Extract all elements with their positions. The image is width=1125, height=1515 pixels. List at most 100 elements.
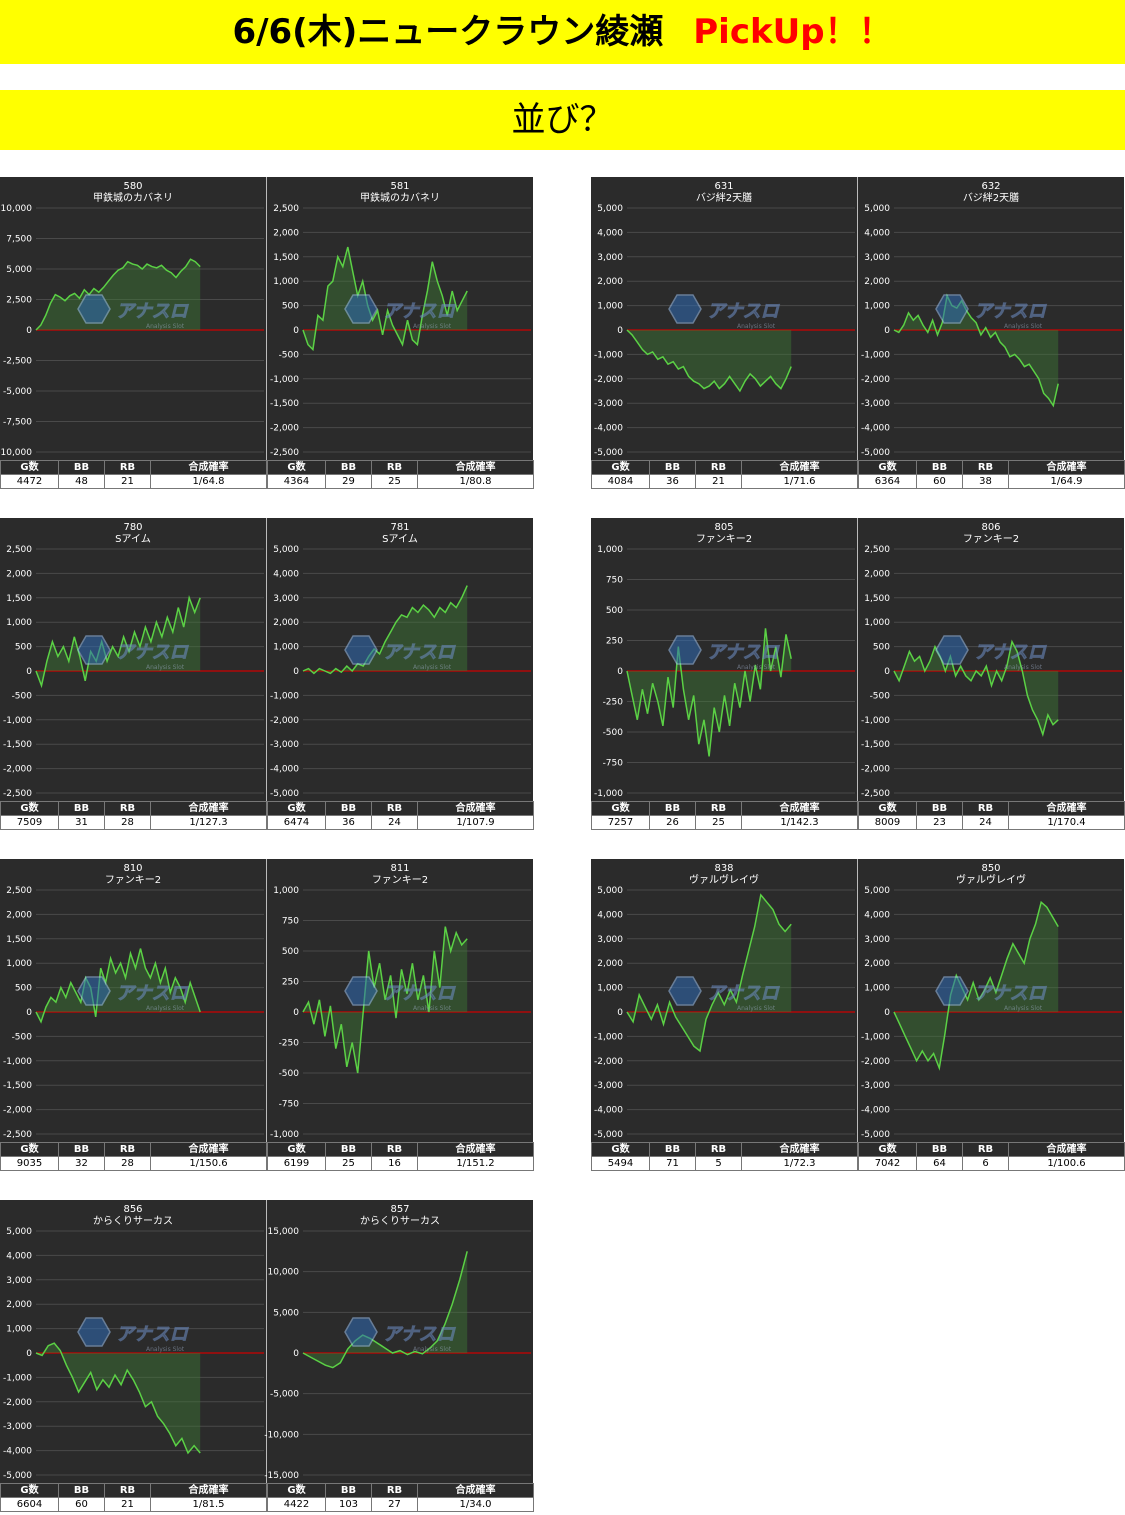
stat-value: 36 [325, 815, 372, 830]
y-tick-label: -2,500 [3, 357, 32, 367]
y-tick-label: 0 [26, 326, 32, 336]
y-tick-label: 500 [873, 643, 890, 653]
stat-value: 25 [371, 474, 418, 489]
stat-header: G数 [858, 1142, 917, 1157]
chart-machine-name: Sアイム [115, 533, 151, 545]
y-tick-label: -1,000 [3, 1373, 32, 1383]
y-tick-label: -5,000 [594, 448, 623, 458]
y-tick-label: -5,000 [270, 1390, 299, 1400]
y-tick-label: -500 [279, 1069, 300, 1079]
y-tick-label: 4,000 [864, 910, 890, 920]
series-line [626, 628, 792, 757]
y-tick-label: -2,000 [3, 1106, 32, 1116]
page-title: 6/6(木)ニュークラウン綾瀬 [232, 12, 664, 52]
stat-header: BB [58, 801, 105, 816]
y-tick-label: 2,500 [864, 545, 890, 555]
y-tick-label: 7,500 [6, 235, 32, 245]
stats-table: G数 BB RB 合成確率 G数 BB RB 合成確率 6604 60 21 1/81.5 4422 10… [0, 1483, 534, 1513]
y-tick-label: 2,500 [6, 545, 32, 555]
stat-header: RB [695, 460, 742, 475]
stat-value: 21 [104, 474, 151, 489]
stat-value: 6 [962, 1156, 1009, 1171]
y-tick-label: 2,500 [6, 886, 32, 896]
series-line [626, 329, 792, 393]
stat-value: 9035 [0, 1156, 59, 1171]
chart-machine-name: ファンキー2 [696, 534, 752, 545]
y-tick-label: -2,000 [594, 375, 623, 385]
y-tick-label: 0 [293, 1349, 299, 1359]
hexagon-logo-icon [668, 635, 702, 665]
stat-header: BB [325, 801, 372, 816]
chart-area: 810 ファンキー2 2,500 2,000 1,500 1,000 500 0 -500 -1,… [0, 859, 533, 1142]
chart-number: 838 [714, 863, 733, 874]
stat-header: G数 [267, 801, 326, 816]
area-fill [303, 247, 468, 350]
stat-header: 合成確率 [741, 1142, 858, 1157]
y-tick-label: 500 [15, 643, 32, 653]
stat-header: G数 [267, 1483, 326, 1498]
stat-header: G数 [858, 801, 917, 816]
watermark-text: アナスロ [974, 301, 1048, 322]
chart-machine-name: ヴァルヴレイヴ [956, 873, 1026, 886]
stat-header: BB [649, 460, 696, 475]
y-tick-label: 0 [26, 1349, 32, 1359]
stat-header: 合成確率 [150, 1142, 267, 1157]
y-tick-label: 10,000 [1, 204, 33, 214]
watermark-subtext: Analysis Slot [146, 1005, 185, 1012]
y-tick-label: 2,000 [6, 1300, 32, 1310]
hexagon-logo-icon [344, 1317, 378, 1347]
y-tick-label: 2,000 [864, 569, 890, 579]
stat-value: 1/34.0 [417, 1497, 534, 1512]
y-tick-label: -2,500 [861, 789, 890, 799]
stat-value: 1/107.9 [417, 815, 534, 830]
y-tick-label: -2,500 [3, 1130, 32, 1140]
y-tick-label: 1,000 [597, 984, 623, 994]
y-tick-label: -7,500 [3, 418, 32, 428]
stat-value: 1/81.5 [150, 1497, 267, 1512]
stat-value: 24 [962, 815, 1009, 830]
stat-header: BB [916, 1142, 963, 1157]
y-tick-label: 1,500 [273, 253, 299, 263]
machine-pair-panel: 810 ファンキー2 2,500 2,000 1,500 1,000 500 0 -500 -1,… [0, 859, 534, 1172]
chart-machine-name: バジ絆2天膳 [963, 191, 1019, 204]
y-tick-label: 1,000 [273, 643, 299, 653]
y-tick-label: 250 [606, 637, 623, 647]
stat-header: RB [371, 1483, 418, 1498]
y-tick-label: 0 [617, 1008, 623, 1018]
stat-header: BB [649, 801, 696, 816]
y-tick-label: -15,000 [264, 1471, 299, 1481]
watermark-subtext: Analysis Slot [146, 1346, 185, 1353]
stat-value: 1/142.3 [741, 815, 858, 830]
stat-value: 1/72.3 [741, 1156, 858, 1171]
series-line [893, 900, 1059, 1071]
y-tick-label: -500 [12, 1032, 33, 1042]
y-tick-label: 0 [617, 326, 623, 336]
stat-value: 5 [695, 1156, 742, 1171]
stat-value: 48 [58, 474, 105, 489]
chart-svg: 838ヴァルヴレイヴ5,0004,0003,0002,0001,0000-1,0… [594, 859, 1122, 1142]
y-tick-label: -250 [279, 1039, 300, 1049]
y-tick-label: 5,000 [864, 886, 890, 896]
stat-value: 7257 [591, 815, 650, 830]
y-tick-label: -2,500 [3, 789, 32, 799]
watermark-subtext: Analysis Slot [1004, 323, 1043, 330]
y-tick-label: -1,000 [594, 350, 623, 360]
y-tick-label: 0 [26, 1008, 32, 1018]
stat-header: G数 [591, 1142, 650, 1157]
stat-header: 合成確率 [741, 460, 858, 475]
chart-area: 780 Sアイム 2,500 2,000 1,500 1,000 500 0 -500 -1,00… [0, 518, 533, 801]
chart-machine-name: ファンキー2 [372, 875, 428, 886]
y-tick-label: -5,000 [861, 448, 890, 458]
chart-machine-name: ヴァルヴレイヴ [689, 873, 759, 886]
stat-header: 合成確率 [417, 801, 534, 816]
chart-number: 856 [123, 1204, 142, 1215]
watermark-text: アナスロ [707, 983, 781, 1004]
chart-area: 838 ヴァルヴレイヴ 5,000 4,000 3,000 2,000 1,000 0 -1,0… [591, 859, 1124, 1142]
y-tick-label: 2,000 [6, 910, 32, 920]
